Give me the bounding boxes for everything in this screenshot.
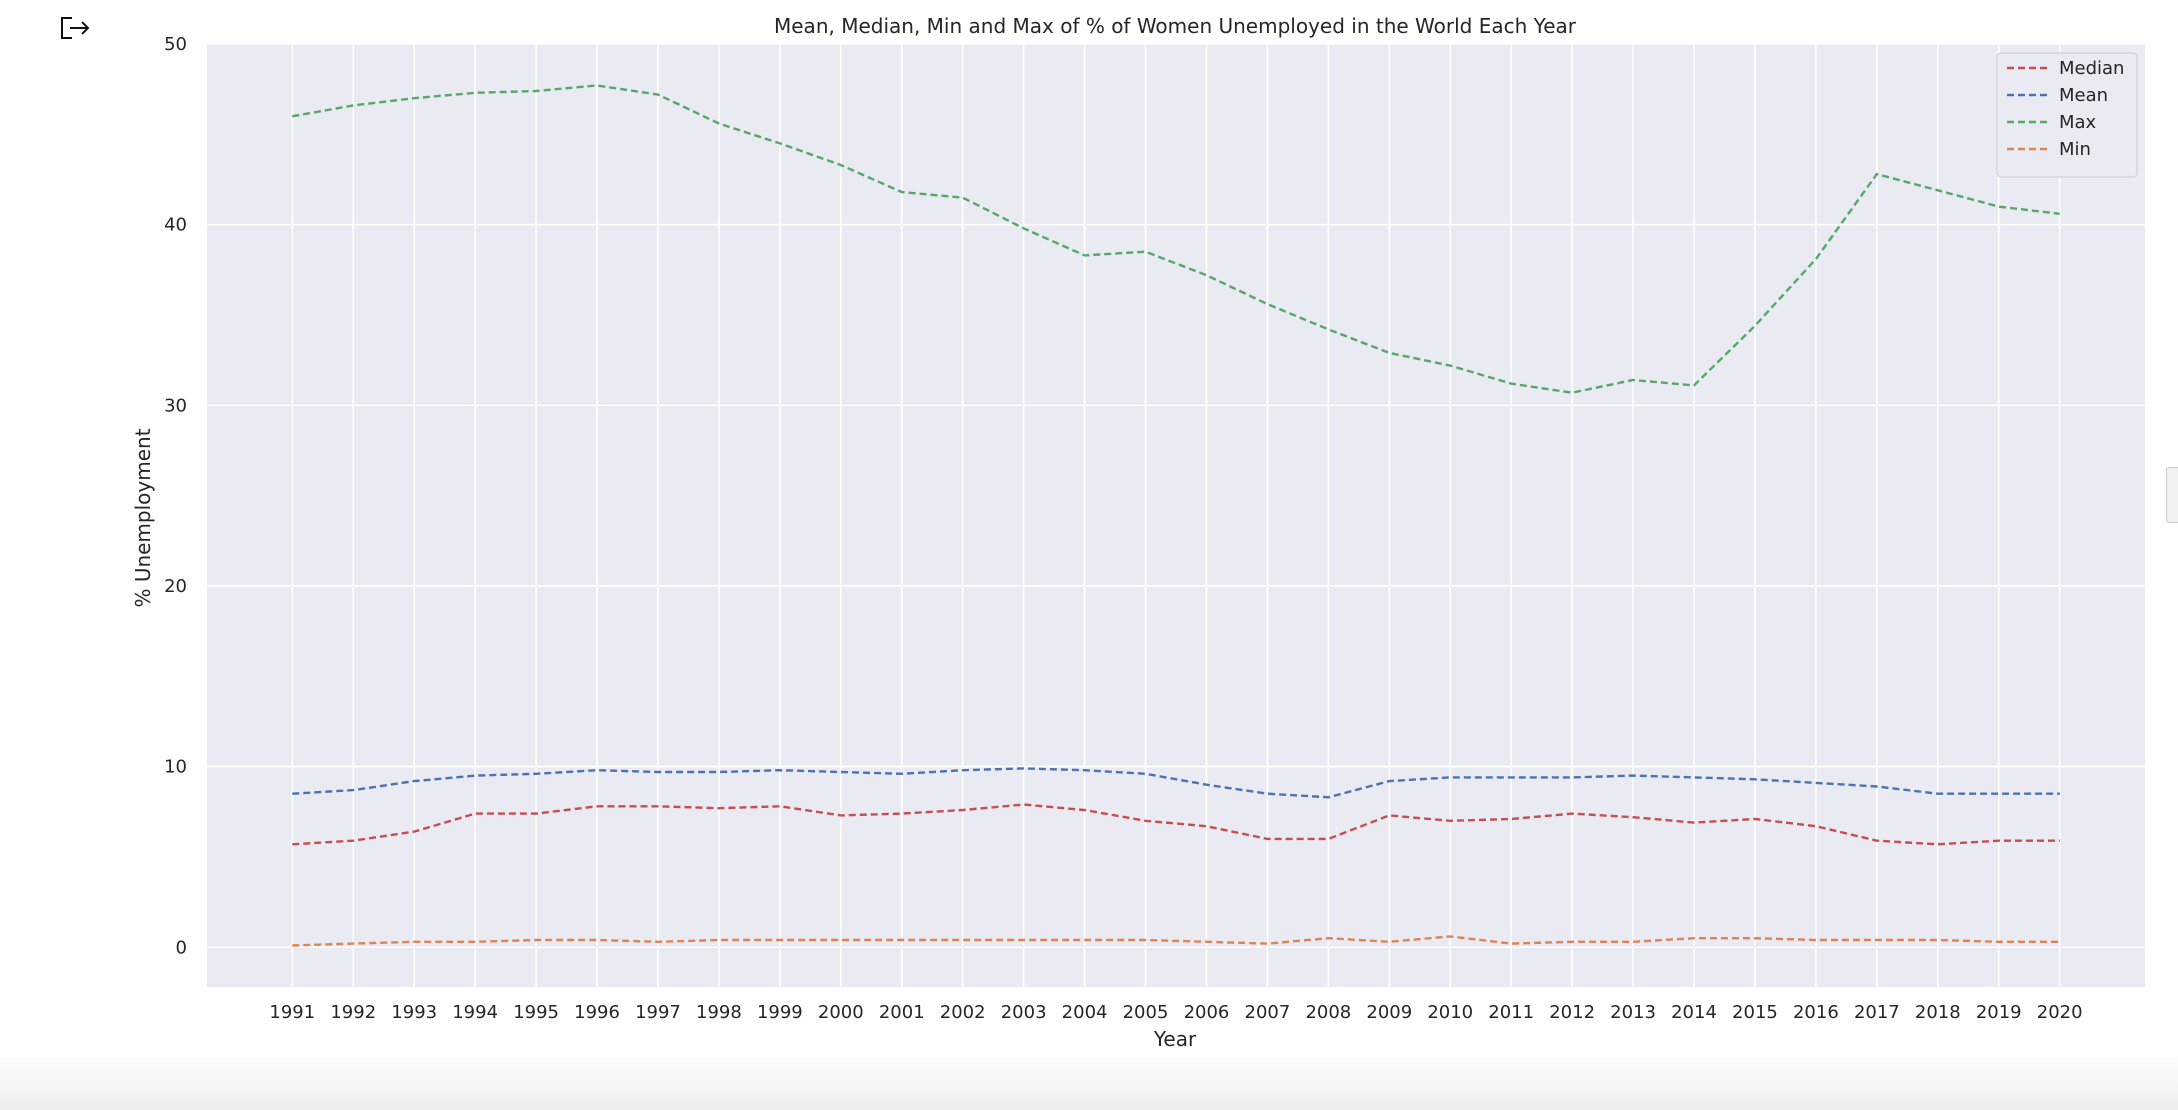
legend-label: Max [2059, 112, 2097, 133]
legend-label: Mean [2059, 85, 2108, 106]
y-tick-label: 40 [164, 215, 187, 236]
legend-label: Min [2059, 139, 2091, 160]
y-tick-label: 20 [164, 576, 187, 597]
side-scroll-tab[interactable] [2166, 467, 2178, 523]
x-tick-label: 1996 [574, 1002, 620, 1023]
x-tick-label: 2020 [2037, 1002, 2083, 1023]
y-tick-label: 0 [176, 937, 187, 958]
x-tick-label: 1999 [757, 1002, 803, 1023]
x-tick-label: 2010 [1427, 1002, 1473, 1023]
axis-ticks: 0 10 20 30 40 50 1991 1992 1993 1994 1995 1996 1997 1… [164, 34, 2082, 1023]
x-tick-label: 2014 [1671, 1002, 1717, 1023]
x-tick-label: 2000 [818, 1002, 864, 1023]
series-line-min [292, 935, 2060, 947]
x-tick-label: 2019 [1976, 1002, 2022, 1023]
x-tick-label: 2016 [1793, 1002, 1839, 1023]
x-tick-label: 1998 [696, 1002, 742, 1023]
x-tick-label: 2007 [1245, 1002, 1291, 1023]
x-tick-label: 2005 [1123, 1002, 1169, 1023]
x-axis-label: Year [1153, 1027, 1197, 1051]
series-line-max [292, 84, 2060, 394]
chart-title: Mean, Median, Min and Max of % of Women … [774, 14, 1577, 38]
legend-box [1996, 52, 2138, 178]
y-axis-label: % Unemployment [131, 428, 155, 607]
cell-bottom-shadow [0, 1050, 2178, 1110]
x-tick-label: 2017 [1854, 1002, 1900, 1023]
x-tick-label: 2003 [1001, 1002, 1047, 1023]
output-cell-icon[interactable] [58, 12, 94, 42]
y-tick-label: 50 [164, 34, 187, 55]
x-tick-label: 2012 [1549, 1002, 1595, 1023]
grid-lines [207, 43, 2145, 987]
x-tick-label: 2015 [1732, 1002, 1778, 1023]
x-tick-label: 2013 [1610, 1002, 1656, 1023]
series-line-median [292, 803, 2060, 846]
x-tick-label: 1994 [452, 1002, 498, 1023]
x-tick-label: 1995 [513, 1002, 559, 1023]
x-tick-label: 2006 [1184, 1002, 1230, 1023]
legend-label: Median [2059, 58, 2124, 79]
series-line-mean [292, 767, 2060, 799]
y-tick-label: 30 [164, 395, 187, 416]
x-tick-label: 1997 [635, 1002, 681, 1023]
series-lines [292, 84, 2060, 947]
x-tick-label: 1991 [269, 1002, 315, 1023]
legend: Median Mean Max Min [1996, 52, 2138, 178]
x-tick-label: 2001 [879, 1002, 925, 1023]
x-tick-label: 2002 [940, 1002, 986, 1023]
x-tick-label: 1992 [330, 1002, 376, 1023]
x-tick-label: 2018 [1915, 1002, 1961, 1023]
plot-area [207, 44, 2145, 987]
x-tick-label: 2004 [1062, 1002, 1108, 1023]
x-tick-label: 2009 [1366, 1002, 1412, 1023]
x-tick-label: 2011 [1488, 1002, 1534, 1023]
x-tick-label: 1993 [391, 1002, 437, 1023]
x-tick-label: 2008 [1305, 1002, 1351, 1023]
y-tick-label: 10 [164, 757, 187, 778]
